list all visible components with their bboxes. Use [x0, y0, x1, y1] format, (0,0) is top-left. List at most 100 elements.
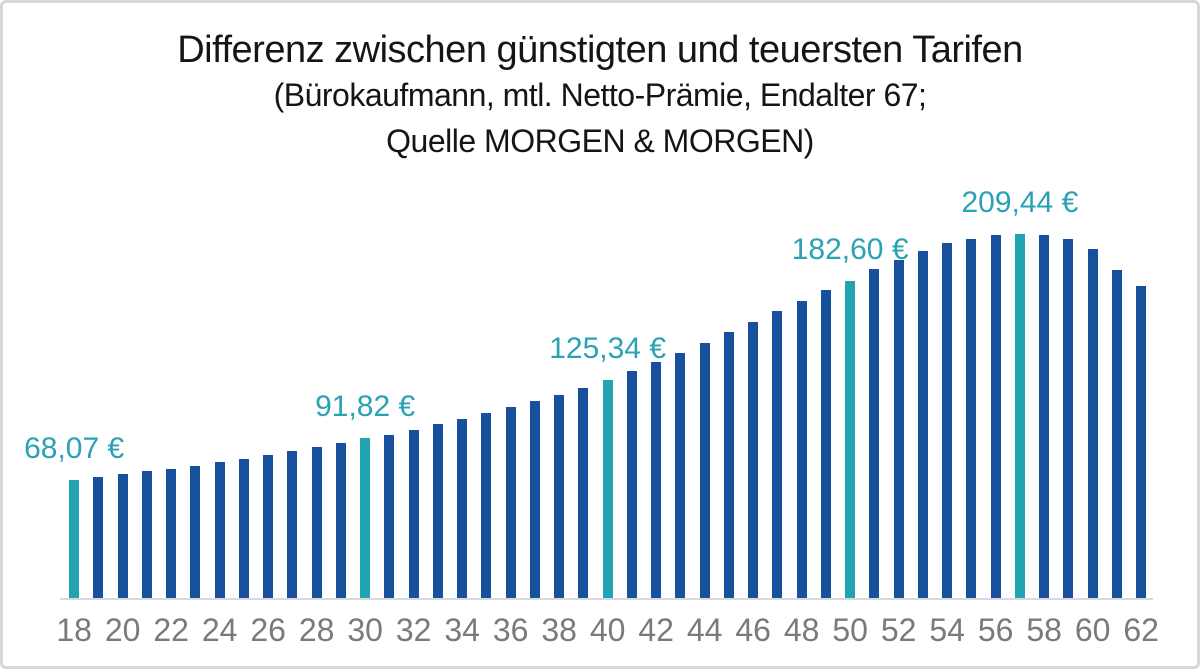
bar-slot-age-41 — [620, 213, 644, 598]
x-tick-label-34: 34 — [444, 612, 480, 648]
bar-slot-age-54: 54 — [929, 213, 965, 647]
bar-age-58 — [1039, 235, 1050, 598]
data-label-age-50: 182,60 € — [791, 233, 909, 266]
bar-slot-age-28: 28 — [299, 213, 334, 647]
bar-age-31 — [384, 435, 395, 598]
bar-slot-age-56: 56 — [978, 213, 1013, 647]
chart-title: Differenz zwischen günstigten und teuers… — [177, 29, 1023, 71]
bar-age-61 — [1111, 270, 1122, 598]
x-tick-label-46: 46 — [735, 612, 771, 648]
data-label-age-18: 68,07 € — [24, 432, 125, 465]
x-tick-label-26: 26 — [250, 612, 286, 648]
bar-age-35 — [481, 413, 492, 598]
bar-age-59 — [1063, 239, 1074, 598]
bar-slot-age-35 — [474, 213, 498, 598]
bar-slot-age-26: 26 — [250, 213, 286, 647]
bar-slot-age-18: 68,07 € 18 — [24, 213, 124, 648]
bar-slot-age-24: 24 — [202, 213, 237, 647]
bar-age-54 — [942, 243, 953, 598]
bar-slot-age-25 — [232, 213, 256, 598]
bar-age-48 — [796, 301, 807, 598]
bar-age-21 — [141, 471, 152, 598]
bar-slot-age-29 — [329, 213, 353, 598]
bar-slot-age-47 — [765, 213, 789, 598]
bar-slot-age-38: 38 — [541, 213, 577, 647]
bar-age-46 — [748, 322, 759, 598]
bar-slot-age-53 — [911, 213, 935, 598]
bar-slot-age-51 — [862, 213, 886, 598]
bar-chart: 68,07 €18 20 22 24 26 28 91,82 €30 32 34 36 38 125,… — [24, 188, 1159, 648]
bar-slot-age-52: 52 — [881, 213, 916, 647]
bar-age-33 — [432, 424, 443, 598]
x-tick-label-22: 22 — [153, 612, 189, 648]
x-tick-label-32: 32 — [395, 612, 432, 648]
x-tick-label-40: 40 — [589, 612, 626, 648]
bar-slot-age-31 — [377, 213, 401, 598]
x-tick-label-52: 52 — [880, 612, 917, 648]
bar-slot-age-40: 125,34 € 40 — [549, 213, 666, 648]
bar-age-53 — [917, 251, 928, 598]
bar-age-26 — [263, 455, 274, 598]
bar-age-39 — [578, 388, 589, 598]
bar-slot-age-44: 44 — [687, 213, 722, 647]
bar-age-49 — [820, 290, 831, 598]
chart-subtitle-line2: Quelle MORGEN & MORGEN) — [386, 123, 814, 159]
bar-slot-age-32: 32 — [396, 213, 431, 647]
x-tick-label-56: 56 — [977, 612, 1014, 648]
bar-slot-age-59 — [1056, 213, 1080, 598]
bar-slot-age-23 — [183, 213, 207, 598]
bar-slot-age-55 — [959, 213, 983, 598]
x-tick-label-50: 50 — [832, 612, 868, 648]
bar-age-62 — [1136, 286, 1147, 598]
bar-slot-age-22: 22 — [153, 213, 189, 647]
bar-slot-age-42: 42 — [638, 213, 674, 647]
highlighted-bar-age-30 — [360, 438, 371, 598]
x-tick-label-44: 44 — [686, 612, 723, 648]
x-tick-label-30: 30 — [347, 612, 383, 648]
bar-slot-age-61 — [1105, 213, 1129, 598]
x-tick-label-48: 48 — [783, 612, 820, 648]
bar-age-37 — [529, 401, 540, 598]
bar-slot-age-46: 46 — [735, 213, 771, 647]
bar-age-25 — [238, 459, 249, 598]
highlighted-bar-age-57 — [1014, 234, 1025, 598]
bar-age-32 — [408, 430, 419, 598]
x-tick-label-62: 62 — [1123, 612, 1159, 648]
bar-age-43 — [675, 353, 686, 598]
chart-subtitle-line1: (Bürokaufmann, mtl. Netto-Prämie, Endalt… — [273, 77, 927, 113]
bar-age-56 — [990, 235, 1001, 598]
bar-age-60 — [1087, 249, 1098, 598]
bar-age-51 — [869, 269, 880, 598]
x-tick-label-36: 36 — [492, 612, 529, 648]
bar-slot-age-37 — [523, 213, 547, 598]
bar-slot-age-39 — [571, 213, 595, 598]
bar-slot-age-19 — [86, 213, 110, 598]
bar-age-47 — [772, 311, 783, 598]
bar-age-45 — [723, 332, 734, 598]
bar-slot-age-33 — [426, 213, 450, 598]
highlighted-bar-age-40 — [602, 380, 613, 598]
highlighted-bar-age-50 — [845, 281, 856, 598]
bar-age-52 — [893, 260, 904, 598]
data-label-age-40: 125,34 € — [549, 332, 667, 365]
bar-age-23 — [190, 466, 201, 598]
bar-slot-age-60: 60 — [1075, 213, 1110, 647]
x-tick-label-20: 20 — [104, 612, 141, 648]
bar-slot-age-50: 182,60 € 50 — [792, 213, 909, 648]
bar-slot-age-62: 62 — [1123, 213, 1159, 647]
x-tick-label-60: 60 — [1074, 612, 1111, 648]
bar-age-36 — [505, 407, 516, 598]
bar-age-44 — [699, 343, 710, 598]
highlighted-bar-age-18 — [69, 480, 80, 598]
data-label-age-30: 91,82 € — [315, 390, 416, 423]
bar-slot-age-20: 20 — [105, 213, 140, 647]
x-tick-label-38: 38 — [541, 612, 577, 648]
bar-age-41 — [626, 371, 637, 598]
bar-age-20 — [117, 474, 128, 598]
bar-slot-age-27 — [280, 213, 304, 598]
bar-age-19 — [93, 477, 104, 598]
bar-age-22 — [166, 469, 177, 598]
bar-slot-age-48: 48 — [784, 213, 819, 647]
x-tick-label-18: 18 — [56, 612, 92, 648]
